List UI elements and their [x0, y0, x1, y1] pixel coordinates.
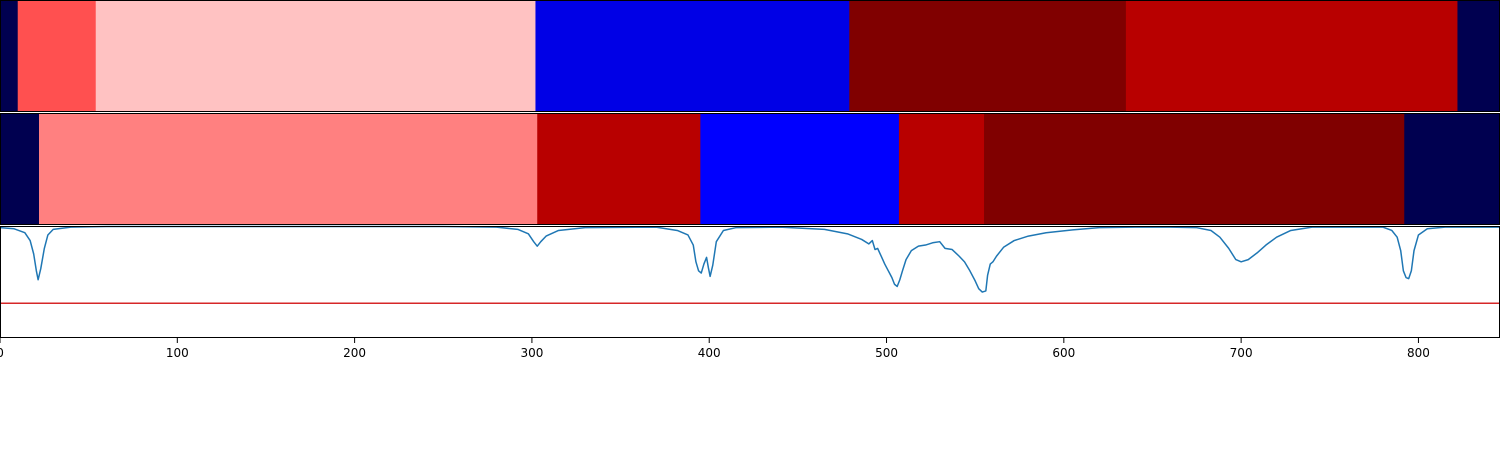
signal-panel [0, 225, 1500, 305]
segment-2-6 [1404, 113, 1500, 225]
segment-2-0 [0, 113, 40, 225]
segment-2-3 [700, 113, 900, 225]
x-tick-label-500: 500 [875, 346, 898, 360]
segment-1-2 [95, 0, 536, 112]
segment-1-1 [17, 0, 97, 112]
segment-1-3 [535, 0, 850, 112]
segment-1-6 [1457, 0, 1500, 112]
x-axis: 0 100 200 300 400 500 600 700 800 [0, 338, 1430, 360]
x-tick-label-200: 200 [343, 346, 366, 360]
panel-frame-3 [0, 226, 1500, 338]
segment-2-4 [898, 113, 985, 225]
x-tick-label-300: 300 [520, 346, 543, 360]
x-tick-label-700: 700 [1230, 346, 1253, 360]
x-tick-label-600: 600 [1052, 346, 1075, 360]
segment-2-1 [39, 113, 538, 225]
segment-2-5 [984, 113, 1405, 225]
segment-1-4 [849, 0, 1127, 112]
segment-1-5 [1125, 0, 1458, 112]
x-tick-label-100: 100 [166, 346, 189, 360]
x-tick-label-0: 0 [0, 346, 4, 360]
segment-panel-1 [0, 0, 1500, 112]
segment-1-0 [0, 0, 19, 112]
segment-panel-2 [0, 113, 1500, 225]
segment-2-2 [537, 113, 701, 225]
x-tick-label-400: 400 [698, 346, 721, 360]
x-tick-label-800: 800 [1407, 346, 1430, 360]
signal-line [0, 225, 1500, 293]
